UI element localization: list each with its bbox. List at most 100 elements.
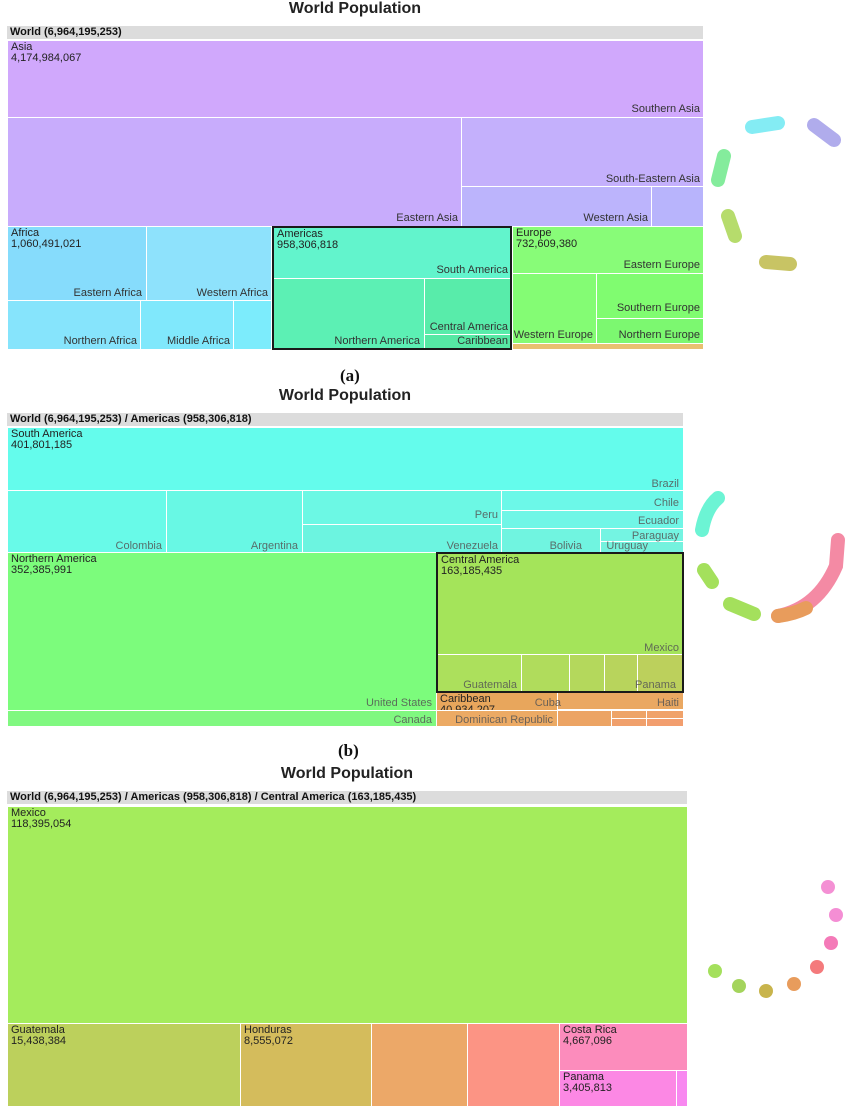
panel-a-title: World Population	[288, 0, 422, 17]
cell-guatemala-name: Guatemala	[11, 1024, 65, 1036]
panel-b-breadcrumb[interactable]: World (6,964,195,253) / Americas (958,30…	[7, 413, 683, 426]
label-united-states: United States	[365, 697, 432, 709]
label-ecuador: Ecuador	[638, 515, 679, 527]
cell-americas[interactable]: Americas 958,306,818	[272, 226, 512, 350]
cell-asia-value: 4,174,984,067	[11, 52, 82, 64]
label-canada: Canada	[393, 714, 432, 726]
cell-south-america-name: South America	[11, 428, 83, 440]
label-guatemala-b: Guatemala	[463, 679, 517, 691]
cell-africa-middle[interactable]	[140, 300, 234, 350]
label-cuba: Cuba	[534, 697, 561, 709]
label-argentina: Argentina	[250, 540, 298, 552]
cell-caribbean-small-d[interactable]	[646, 718, 684, 727]
cell-costa-rica-value: 4,667,096	[563, 1035, 612, 1047]
cell-panama-value: 3,405,813	[563, 1082, 612, 1094]
cell-americas-central[interactable]	[424, 278, 512, 335]
label-northern-europe: Northern Europe	[618, 329, 700, 341]
label-colombia: Colombia	[115, 540, 162, 552]
label-panama-b: Panama	[635, 679, 676, 691]
label-northern-africa: Northern Africa	[63, 335, 137, 347]
cell-asia-name: Asia	[11, 41, 33, 53]
label-brazil: Brazil	[651, 478, 679, 490]
cell-guatemala[interactable]: Guatemala 15,438,384	[7, 1023, 241, 1107]
cell-colombia[interactable]	[7, 490, 167, 553]
panel-b-title: World Population	[278, 387, 412, 404]
cell-salmon-unlabeled[interactable]	[467, 1023, 560, 1107]
cell-mexico-value: 118,395,054	[11, 818, 72, 830]
label-mexico-b: Mexico	[644, 642, 679, 654]
label-northern-america: Northern America	[334, 335, 420, 347]
cell-americas-value: 958,306,818	[277, 239, 339, 251]
cell-europe[interactable]: Europe 732,609,380	[512, 226, 704, 274]
panel-c-breadcrumb[interactable]: World (6,964,195,253) / Americas (958,30…	[7, 791, 687, 804]
label-middle-africa: Middle Africa	[167, 335, 230, 347]
cell-orange-unlabeled[interactable]	[371, 1023, 468, 1107]
panel-c-loading-spinner	[708, 880, 843, 998]
panel-b-loading-spinner	[695, 491, 845, 623]
cell-americas-south[interactable]	[272, 226, 512, 279]
cell-nicaragua-b[interactable]	[604, 654, 638, 693]
cell-europe-value: 732,609,380	[516, 238, 578, 250]
panel-a-breadcrumb[interactable]: World (6,964,195,253)	[7, 26, 703, 39]
label-eastern-europe: Eastern Europe	[623, 259, 700, 271]
cell-northern-america-name: Northern America	[11, 553, 97, 565]
cell-costa-rica[interactable]: Costa Rica 4,667,096	[559, 1023, 688, 1071]
cell-panama-name: Panama	[563, 1071, 604, 1083]
panel-c-title: World Population	[280, 765, 414, 782]
cell-northern-america-value: 352,385,991	[11, 564, 73, 576]
label-dominican-republic: Dominican Republic	[455, 714, 553, 726]
cell-africa-value: 1,060,491,021	[11, 238, 82, 250]
cell-asia-southeastern[interactable]	[461, 117, 704, 187]
cell-honduras-value: 8,555,072	[244, 1035, 293, 1047]
panel-a-caption: (a)	[340, 366, 360, 385]
label-western-africa: Western Africa	[196, 287, 268, 299]
cell-africa-northern[interactable]	[7, 300, 141, 350]
cell-panama[interactable]: Panama 3,405,813	[559, 1070, 677, 1107]
cell-mexico-name: Mexico	[11, 807, 46, 819]
cell-belize[interactable]	[676, 1070, 688, 1107]
cell-asia-central[interactable]	[651, 186, 704, 227]
cell-peru[interactable]	[302, 490, 502, 525]
cell-europe-northern[interactable]	[596, 318, 704, 344]
cell-americas-northern[interactable]	[272, 278, 425, 350]
label-south-eastern-asia: South-Eastern Asia	[605, 173, 700, 185]
label-peru: Peru	[474, 509, 498, 521]
cell-central-america[interactable]: Central America 163,185,435	[436, 552, 684, 693]
label-eastern-asia: Eastern Asia	[396, 212, 458, 224]
label-southern-europe: Southern Europe	[616, 302, 700, 314]
cell-central-america-name: Central America	[441, 554, 520, 566]
cell-costa-rica-name: Costa Rica	[563, 1024, 617, 1036]
cell-south-america-value: 401,801,185	[11, 439, 73, 451]
cell-canada[interactable]	[7, 710, 437, 727]
cell-cuba[interactable]	[557, 710, 612, 727]
cell-oceania[interactable]	[512, 343, 704, 350]
cell-honduras[interactable]: Honduras 8,555,072	[240, 1023, 372, 1107]
cell-honduras-b[interactable]	[521, 654, 570, 693]
label-uruguay: Uruguay	[606, 540, 648, 552]
label-haiti: Haiti	[656, 697, 679, 709]
cell-africa-name: Africa	[11, 227, 40, 239]
label-bolivia: Bolivia	[549, 540, 582, 552]
label-south-america: South America	[436, 264, 508, 276]
label-paraguay: Paraguay	[631, 530, 679, 542]
cell-caribbean-name: Caribbean	[440, 693, 491, 705]
cell-europe-southern[interactable]	[596, 273, 704, 319]
cell-guatemala-value: 15,438,384	[11, 1035, 67, 1047]
cell-americas-name: Americas	[277, 228, 323, 240]
label-caribbean: Caribbean	[457, 335, 508, 347]
cell-africa-southern[interactable]	[233, 300, 272, 350]
cell-caribbean-small-c[interactable]	[611, 718, 647, 727]
cell-northern-america[interactable]: Northern America 352,385,991	[7, 552, 437, 727]
cell-europe-name: Europe	[516, 227, 552, 239]
label-chile: Chile	[653, 497, 679, 509]
label-western-europe: Western Europe	[513, 329, 593, 341]
panel-b-caption: (b)	[338, 741, 359, 760]
label-central-america: Central America	[429, 321, 508, 333]
cell-africa-western[interactable]	[146, 226, 272, 301]
label-southern-asia: Southern Asia	[631, 103, 701, 115]
label-western-asia: Western Asia	[583, 212, 648, 224]
cell-central-america-value: 163,185,435	[441, 565, 503, 577]
cell-asia-eastern[interactable]	[7, 117, 462, 227]
cell-mexico[interactable]: Mexico 118,395,054	[7, 806, 688, 1024]
label-eastern-africa: Eastern Africa	[73, 287, 142, 299]
